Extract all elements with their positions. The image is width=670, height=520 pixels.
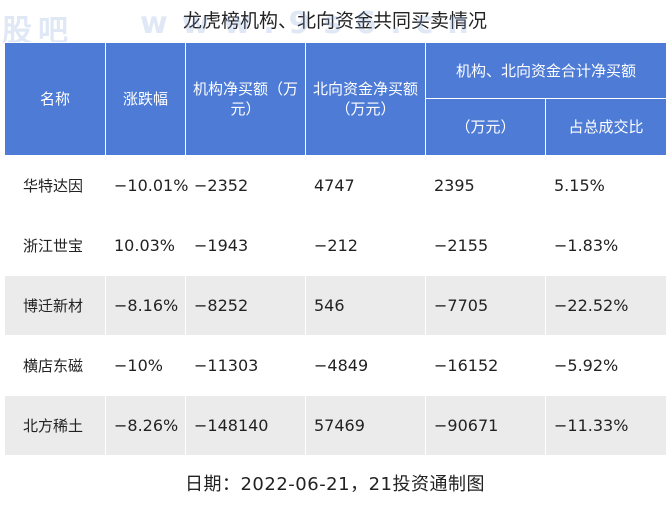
header-change: 涨跌幅 [105, 42, 186, 156]
cell-inst-net: −11303 [185, 335, 306, 396]
cell-ratio: −11.33% [544, 395, 668, 456]
cell-change: −10.01% [105, 155, 188, 216]
cell-change: 10.03% [105, 215, 186, 276]
table-row: 北方稀土 −8.26% −148140 57469 −90671 −11.33% [4, 395, 668, 456]
cell-combined: −90671 [425, 395, 546, 456]
data-table: 名称 涨跌幅 机构净买额（万元） 北向资金净买额（万元） 机构、北向资金合计净买… [4, 42, 668, 456]
cell-north-net: −4849 [305, 335, 426, 396]
table-title: 龙虎榜机构、北向资金共同买卖情况 [0, 0, 670, 42]
cell-ratio: 5.15% [544, 155, 668, 216]
cell-north-net: 546 [305, 275, 426, 336]
cell-combined: 2395 [425, 155, 546, 216]
cell-name: 横店东磁 [4, 335, 106, 396]
table-row: 华特达因 −10.01% −2352 4747 2395 5.15% [4, 155, 668, 216]
cell-ratio: −1.83% [544, 215, 668, 276]
cell-inst-net: −1943 [185, 215, 306, 276]
cell-combined: −16152 [425, 335, 546, 396]
table-row: 横店东磁 −10% −11303 −4849 −16152 −5.92% [4, 335, 668, 396]
header-north-net: 北向资金净买额（万元） [305, 42, 426, 156]
cell-change: −8.26% [105, 395, 186, 456]
header-combined-group: 机构、北向资金合计净买额 [424, 42, 668, 99]
cell-ratio: −22.52% [544, 275, 668, 336]
cell-north-net: 4747 [305, 155, 426, 216]
header-name: 名称 [4, 42, 106, 156]
cell-change: −10% [105, 335, 186, 396]
footer-caption: 日期：2022-06-21，21投资通制图 [4, 455, 666, 515]
cell-combined: −2155 [425, 215, 546, 276]
cell-inst-net: −2352 [185, 155, 306, 216]
header-combined-value: （万元） [425, 98, 546, 156]
cell-name: 博迁新材 [4, 275, 106, 336]
cell-ratio: −5.92% [544, 335, 668, 396]
cell-name: 浙江世宝 [4, 215, 106, 276]
cell-change: −8.16% [105, 275, 186, 336]
cell-north-net: −212 [305, 215, 426, 276]
cell-inst-net: −8252 [185, 275, 306, 336]
table-row: 博迁新材 −8.16% −8252 546 −7705 −22.52% [4, 275, 668, 336]
cell-name: 华特达因 [4, 155, 106, 216]
header-row-1: 名称 涨跌幅 机构净买额（万元） 北向资金净买额（万元） 机构、北向资金合计净买… [4, 42, 668, 156]
header-row-2: （万元） 占总成交比 [5, 98, 668, 156]
cell-combined: −7705 [425, 275, 546, 336]
header-inst-net: 机构净买额（万元） [185, 42, 306, 156]
cell-north-net: 57469 [305, 395, 426, 456]
cell-inst-net: −148140 [185, 395, 306, 456]
table-row: 浙江世宝 10.03% −1943 −212 −2155 −1.83% [4, 215, 668, 276]
cell-name: 北方稀土 [4, 395, 106, 456]
header-combined-ratio: 占总成交比 [544, 98, 668, 156]
